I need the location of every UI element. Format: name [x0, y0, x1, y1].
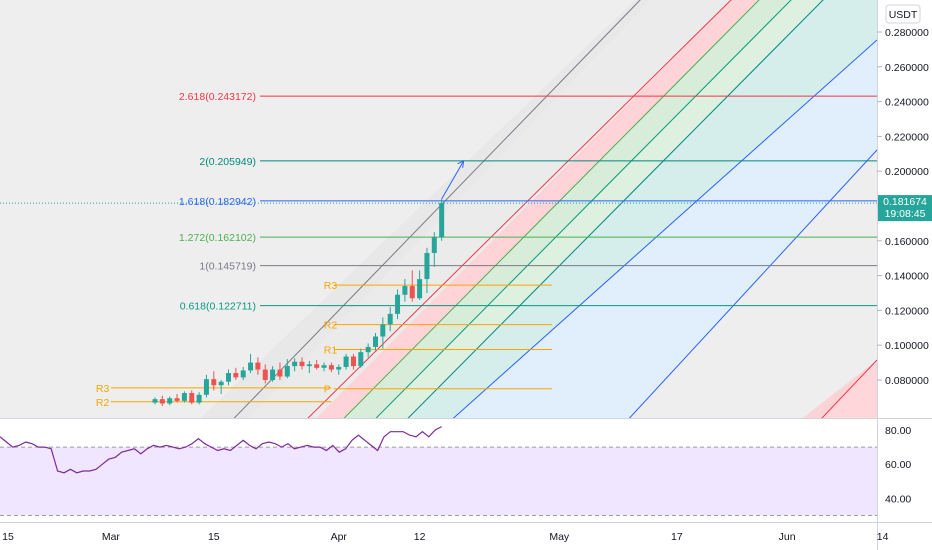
fib-level-label: 2.618(0.243172) — [179, 91, 256, 103]
candle-body — [270, 369, 276, 380]
candle-body — [350, 356, 356, 367]
price-tick-label: 0.200000 — [885, 166, 929, 178]
candle-body — [314, 364, 320, 368]
candle-body — [387, 313, 393, 325]
candle-body — [196, 394, 202, 403]
rsi-band — [0, 447, 877, 516]
pivot-label: P — [324, 384, 331, 396]
candle-body — [431, 237, 437, 253]
candle-body — [218, 381, 224, 386]
pivot-label: R2 — [96, 397, 110, 409]
projection-line — [441, 160, 465, 200]
candle-body — [299, 361, 305, 367]
price-tick-label: 0.100000 — [885, 340, 929, 352]
fib-level-label: 1.272(0.162102) — [179, 232, 256, 244]
date-tick-label: 14 — [877, 531, 889, 543]
candle-body — [292, 361, 298, 367]
last-price-value: 0.181674 — [883, 196, 927, 208]
candle-body — [277, 369, 283, 377]
candle-body — [284, 366, 290, 377]
candle-body — [321, 365, 327, 368]
candle-body — [174, 398, 180, 401]
rsi-line — [0, 426, 442, 474]
date-tick-label: Jun — [779, 531, 796, 543]
candle-body — [439, 203, 445, 238]
candle-body — [358, 352, 364, 367]
candle-body — [240, 370, 246, 378]
countdown-timer: 19:08:45 — [885, 208, 926, 220]
pivot-label: R3 — [324, 280, 338, 292]
fib-extension-levels: 2.618(0.243172) 2(0.205949) 1.618(0.182942… — [179, 91, 877, 313]
candle-body — [336, 366, 342, 370]
candle-body — [189, 393, 195, 403]
candle-body — [226, 373, 231, 382]
last-price-badge: 0.181674 19:08:45 — [878, 195, 932, 222]
candle-body — [365, 346, 371, 353]
fib-level-label: 1.618(0.182942) — [179, 196, 256, 208]
pivot-points: R3 R2 R1 P R3 R2 — [96, 280, 552, 409]
date-tick-label: 15 — [2, 531, 14, 543]
fib-level-label: 1(0.145719) — [199, 261, 256, 273]
candle-body — [181, 393, 187, 401]
price-tick-label: 0.080000 — [885, 375, 929, 387]
price-tick-label: 0.120000 — [885, 305, 929, 317]
pivot-label: R3 — [96, 383, 110, 395]
candle-body — [211, 379, 217, 386]
candle-body — [380, 324, 386, 337]
candle-body — [306, 364, 312, 367]
candle-body — [343, 356, 349, 367]
projection-arrow — [441, 159, 465, 200]
candle-body — [248, 362, 254, 371]
projection-arrowhead — [457, 159, 465, 168]
candle-body — [167, 398, 173, 404]
candle-body — [402, 286, 408, 295]
date-tick-label: 12 — [414, 531, 426, 543]
fib-level-label: 0.618(0.122711) — [180, 301, 256, 313]
date-tick-label: Mar — [102, 531, 121, 543]
currency-label: USDT — [889, 9, 918, 21]
candle-body — [203, 379, 209, 395]
candle-body — [152, 399, 158, 403]
date-tick-label: 17 — [671, 531, 683, 543]
candle-body — [395, 294, 401, 314]
price-tick-label: 0.220000 — [885, 131, 929, 143]
candle-body — [373, 336, 378, 347]
candle-body — [424, 252, 430, 280]
fib-level-label: 2(0.205949) — [199, 156, 256, 168]
candle-body — [417, 279, 423, 299]
rsi-tick-label: 40.00 — [885, 493, 911, 505]
price-tick-label: 0.140000 — [885, 271, 929, 283]
candlestick-series — [152, 199, 445, 407]
candle-body — [409, 286, 415, 299]
price-tick-label: 0.160000 — [885, 236, 929, 248]
candle-body — [262, 369, 268, 380]
rsi-tick-label: 80.00 — [885, 425, 911, 437]
date-tick-label: Apr — [331, 531, 348, 543]
date-tick-label: 15 — [208, 531, 220, 543]
pivot-label: R2 — [324, 320, 338, 332]
currency-button[interactable]: USDT — [885, 4, 921, 24]
candle-body — [159, 399, 165, 404]
price-tick-label: 0.260000 — [885, 62, 929, 74]
rsi-tick-label: 60.00 — [885, 459, 911, 471]
candle-body — [233, 373, 239, 378]
price-tick-label: 0.240000 — [885, 97, 929, 109]
fib-channel — [0, 0, 877, 418]
date-tick-label: May — [549, 531, 570, 543]
rsi-pane: 80.00 60.00 40.00 — [0, 425, 911, 516]
time-axis[interactable]: 15 Mar 15 Apr 12 May 17 Jun 14 — [2, 531, 888, 543]
pivot-label: R1 — [324, 345, 338, 357]
candle-body — [328, 365, 334, 370]
price-tick-label: 0.280000 — [885, 27, 929, 39]
candle-body — [255, 362, 261, 370]
